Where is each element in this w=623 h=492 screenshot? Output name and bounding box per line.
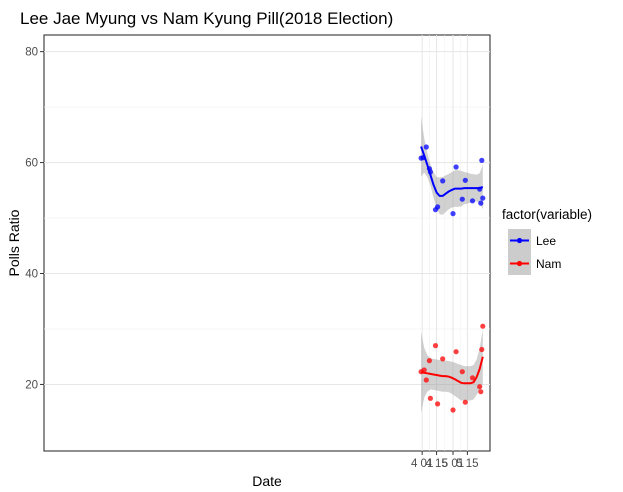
plot-panel xyxy=(43,34,491,452)
data-point-lee xyxy=(427,169,433,175)
data-point-lee xyxy=(479,157,485,163)
data-point-lee xyxy=(480,195,486,201)
x-tick-label: 4 01 xyxy=(411,458,433,470)
legend-label-nam: Nam xyxy=(536,257,561,271)
chart-title: Lee Jae Myung vs Nam Kyung Pill(2018 Ele… xyxy=(20,9,393,28)
data-point-nam xyxy=(423,377,429,383)
data-point-nam xyxy=(477,384,483,390)
data-point-nam xyxy=(478,389,484,395)
data-point-nam xyxy=(450,407,456,413)
y-tick-label: 80 xyxy=(25,47,38,59)
data-point-lee xyxy=(477,186,483,192)
data-point-lee xyxy=(423,144,429,150)
data-point-lee xyxy=(440,178,446,184)
y-axis: 20 40 60 80 xyxy=(25,47,44,391)
data-point-nam xyxy=(426,358,432,364)
legend-key-point-nam xyxy=(516,260,523,267)
data-point-nam xyxy=(479,346,485,353)
data-point-nam xyxy=(459,369,465,375)
x-tick-label: 4 15 xyxy=(425,458,447,470)
data-point-lee xyxy=(453,164,459,170)
smooth-line-nam xyxy=(420,356,484,385)
data-point-lee xyxy=(435,204,441,210)
legend-key-point-lee xyxy=(516,237,523,244)
data-point-lee xyxy=(420,155,426,161)
y-tick-label: 60 xyxy=(25,158,38,170)
panel-border xyxy=(43,34,491,452)
data-point-lee xyxy=(459,196,465,202)
legend-title: factor(variable) xyxy=(502,207,592,222)
x-tick-label: 5 01 xyxy=(442,458,464,470)
y-tick-label: 40 xyxy=(25,269,38,281)
x-axis-title: Date xyxy=(252,473,282,489)
data-point-nam xyxy=(469,375,476,381)
smooth-lines xyxy=(420,146,484,385)
data-point-nam xyxy=(421,367,427,373)
confidence-band-nam xyxy=(421,329,483,413)
x-axis: 4 014 155 015 15 xyxy=(411,451,479,470)
legend-items: Lee Nam xyxy=(508,229,561,275)
y-tick-label: 20 xyxy=(25,379,38,391)
x-tick-label: 5 15 xyxy=(456,458,478,470)
data-point-nam xyxy=(427,395,433,401)
data-point-nam xyxy=(435,401,441,407)
legend-label-lee: Lee xyxy=(536,234,556,248)
y-axis-title: Polls Ratio xyxy=(6,209,22,276)
data-point-lee xyxy=(462,177,468,183)
smooth-line-lee xyxy=(420,146,484,197)
data-point-lee xyxy=(478,200,484,206)
data-point-nam xyxy=(480,323,486,329)
data-point-lee xyxy=(450,211,456,217)
data-point-nam xyxy=(462,399,468,405)
data-point-nam xyxy=(440,356,446,362)
legend: factor(variable) Lee Nam xyxy=(502,207,592,275)
data-points xyxy=(418,144,486,413)
data-point-nam xyxy=(432,343,439,349)
data-point-lee xyxy=(469,198,476,204)
data-point-nam xyxy=(453,349,459,355)
